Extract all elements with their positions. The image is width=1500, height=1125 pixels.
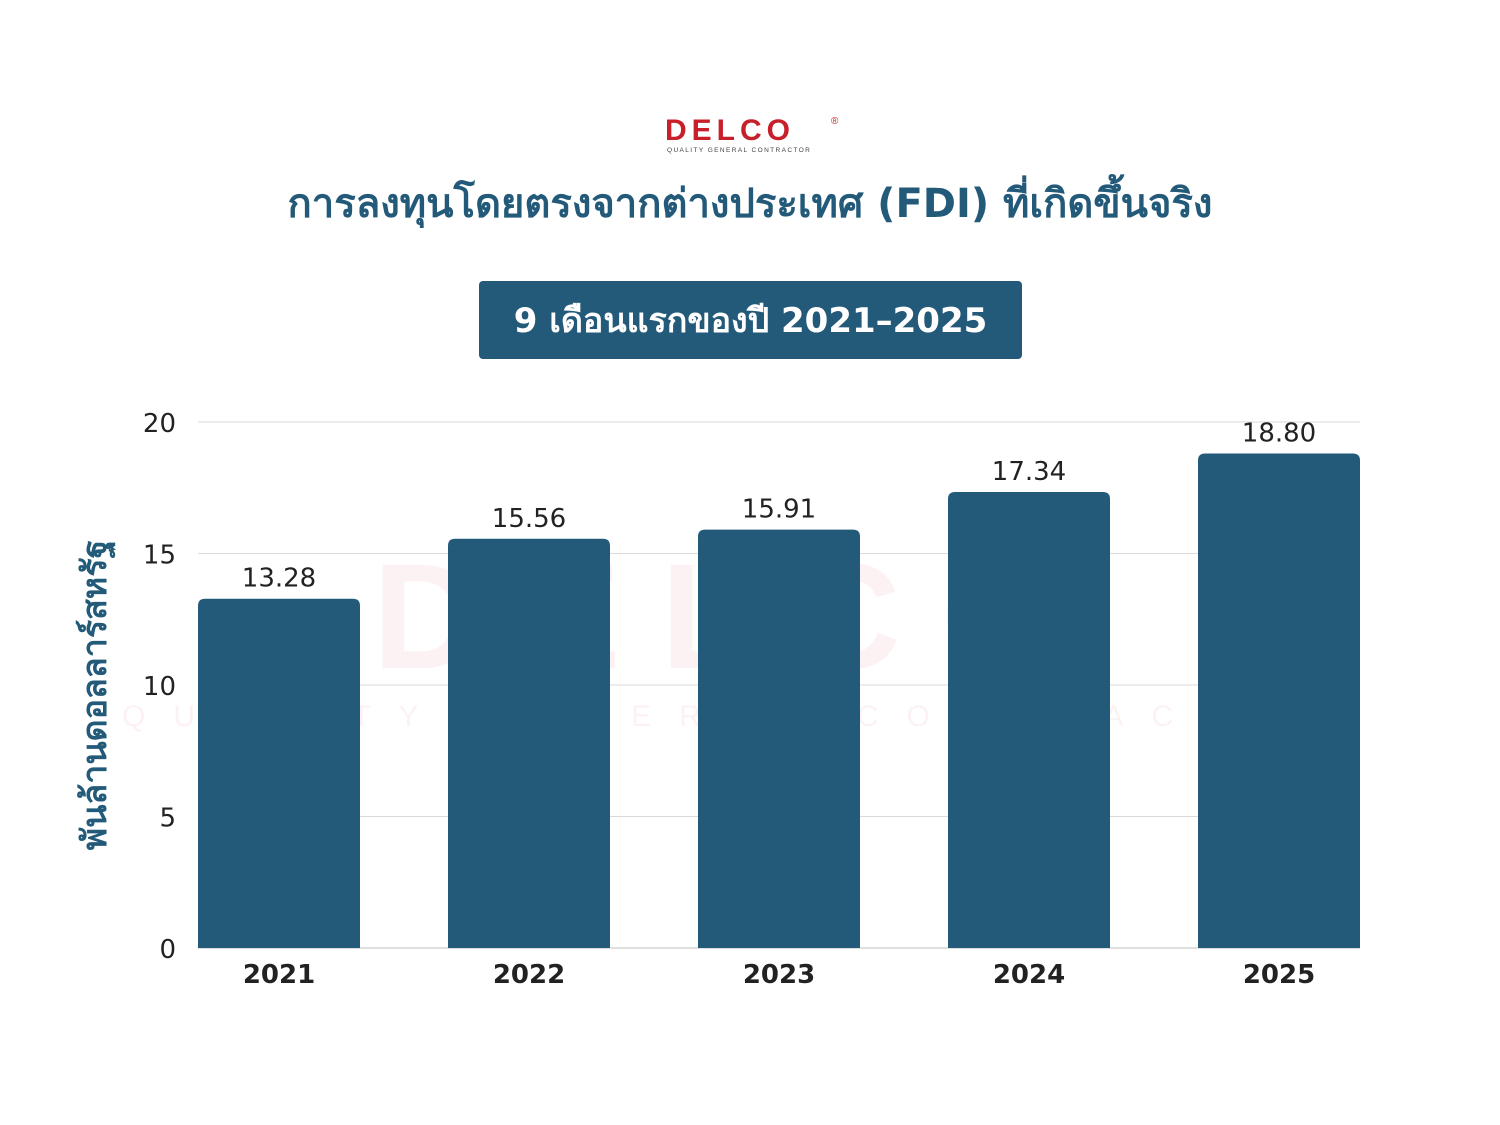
data-label: 18.80 [1242, 419, 1316, 449]
bar [1198, 453, 1360, 948]
chart-subtitle: 9 เดือนแรกของปี 2021–2025 [513, 301, 988, 341]
y-tick-label: 0 [159, 935, 176, 965]
x-tick-label: 2023 [743, 960, 815, 990]
y-tick-label: 20 [143, 409, 176, 439]
data-label: 15.91 [742, 495, 816, 525]
x-tick-label: 2025 [1243, 960, 1315, 990]
data-label: 17.34 [992, 457, 1066, 487]
x-tick-label: 2021 [243, 960, 315, 990]
x-tick-label: 2024 [993, 960, 1065, 990]
chart-title: การลงทุนโดยตรงจากต่างประเทศ (FDI) ที่เกิ… [287, 181, 1213, 227]
logo-wordmark: DELCO [665, 114, 795, 147]
logo-tagline: QUALITY GENERAL CONTRACTOR [667, 147, 812, 154]
data-label: 15.56 [492, 504, 566, 534]
bar [948, 491, 1110, 948]
y-axis-title: พันล้านดอลลาร์สหรัฐ [75, 540, 117, 851]
x-tick-label: 2022 [493, 960, 565, 990]
bar [198, 598, 360, 948]
logo-registered-mark: ® [831, 116, 839, 127]
bar [698, 529, 860, 948]
bar [448, 538, 610, 948]
data-label: 13.28 [242, 564, 316, 594]
y-tick-label: 5 [159, 804, 176, 834]
y-tick-label: 15 [143, 541, 176, 571]
delco-logo: DELCO ® QUALITY GENERAL CONTRACTOR [665, 116, 845, 158]
y-tick-label: 10 [143, 672, 176, 702]
subtitle-banner: 9 เดือนแรกของปี 2021–2025 [479, 281, 1022, 359]
